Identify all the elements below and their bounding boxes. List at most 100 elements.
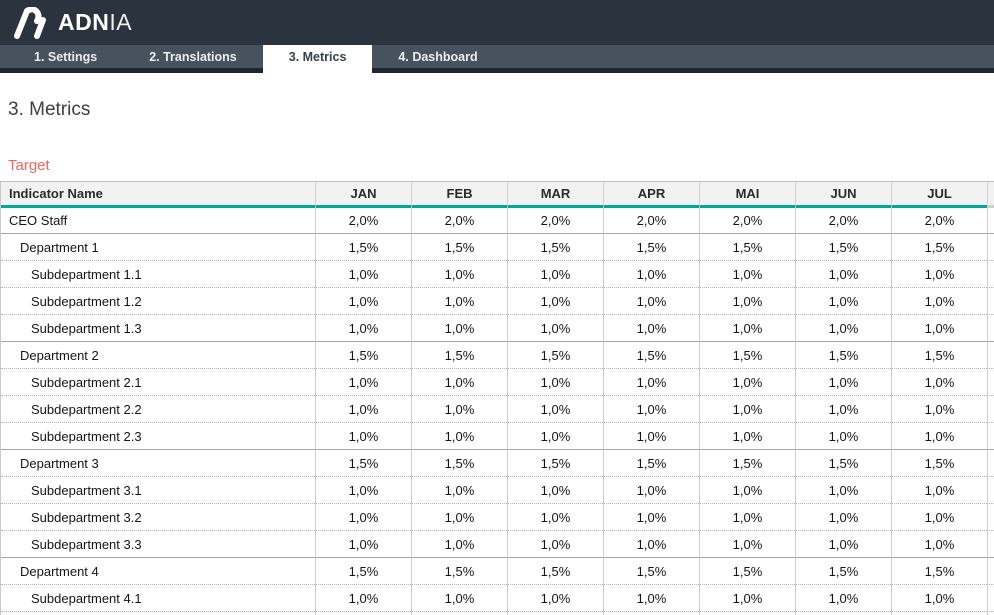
value-cell-jun[interactable]: 1,5%: [795, 450, 891, 477]
value-cell-feb[interactable]: 1,5%: [411, 558, 507, 585]
value-cell-mai[interactable]: 1,5%: [699, 234, 795, 261]
value-cell-jul[interactable]: 1,0%: [891, 423, 987, 450]
value-cell-jan[interactable]: 1,0%: [315, 477, 411, 504]
value-cell-mar[interactable]: 1,0%: [507, 423, 603, 450]
value-cell-jun[interactable]: 1,5%: [795, 234, 891, 261]
value-cell-mai[interactable]: 1,0%: [699, 369, 795, 396]
value-cell-apr[interactable]: 1,5%: [603, 342, 699, 369]
value-cell-mai[interactable]: 1,0%: [699, 504, 795, 531]
value-cell-apr[interactable]: 1,0%: [603, 369, 699, 396]
value-cell-mai[interactable]: 1,0%: [699, 315, 795, 342]
value-cell-mar[interactable]: 1,5%: [507, 450, 603, 477]
value-cell-feb[interactable]: 1,0%: [411, 585, 507, 612]
indicator-name-cell[interactable]: Subdepartment 2.2: [1, 396, 315, 423]
value-cell-apr[interactable]: 1,5%: [603, 450, 699, 477]
value-cell-mai[interactable]: 1,0%: [699, 477, 795, 504]
value-cell-jul[interactable]: 1,0%: [891, 504, 987, 531]
value-cell-mar[interactable]: 1,5%: [507, 234, 603, 261]
value-cell-jan[interactable]: 1,0%: [315, 531, 411, 558]
value-cell-feb[interactable]: 1,0%: [411, 504, 507, 531]
value-cell-jun[interactable]: 1,5%: [795, 558, 891, 585]
value-cell-jul[interactable]: 2,0%: [891, 207, 987, 234]
value-cell-jun[interactable]: 1,0%: [795, 477, 891, 504]
value-cell-mar[interactable]: 1,0%: [507, 369, 603, 396]
value-cell-jun[interactable]: 1,0%: [795, 288, 891, 315]
value-cell-feb[interactable]: 1,0%: [411, 261, 507, 288]
value-cell-jul[interactable]: 1,5%: [891, 450, 987, 477]
value-cell-apr[interactable]: 1,0%: [603, 531, 699, 558]
value-cell-mai[interactable]: 2,0%: [699, 207, 795, 234]
value-cell-jan[interactable]: 1,5%: [315, 450, 411, 477]
value-cell-mar[interactable]: 1,0%: [507, 477, 603, 504]
value-cell-mar[interactable]: 1,0%: [507, 288, 603, 315]
value-cell-apr[interactable]: 1,5%: [603, 234, 699, 261]
value-cell-mar[interactable]: 1,0%: [507, 531, 603, 558]
value-cell-jul[interactable]: 1,5%: [891, 234, 987, 261]
value-cell-jun[interactable]: 1,0%: [795, 585, 891, 612]
value-cell-mai[interactable]: 1,5%: [699, 450, 795, 477]
tab-2-translations[interactable]: 2. Translations: [149, 50, 237, 64]
indicator-name-cell[interactable]: Subdepartment 3.2: [1, 504, 315, 531]
indicator-name-cell[interactable]: Department 1: [1, 234, 315, 261]
value-cell-apr[interactable]: 1,0%: [603, 504, 699, 531]
tab-3-metrics[interactable]: 3. Metrics: [262, 45, 373, 73]
tab-4-dashboard[interactable]: 4. Dashboard: [398, 50, 478, 64]
value-cell-mai[interactable]: 1,0%: [699, 531, 795, 558]
value-cell-feb[interactable]: 1,5%: [411, 342, 507, 369]
value-cell-feb[interactable]: 1,0%: [411, 288, 507, 315]
value-cell-apr[interactable]: 1,0%: [603, 261, 699, 288]
value-cell-mar[interactable]: 1,5%: [507, 558, 603, 585]
value-cell-jul[interactable]: 1,0%: [891, 369, 987, 396]
value-cell-mar[interactable]: 1,0%: [507, 261, 603, 288]
value-cell-jan[interactable]: 1,0%: [315, 288, 411, 315]
value-cell-jun[interactable]: 1,0%: [795, 315, 891, 342]
value-cell-mar[interactable]: 1,0%: [507, 396, 603, 423]
value-cell-mai[interactable]: 1,0%: [699, 288, 795, 315]
value-cell-jun[interactable]: 2,0%: [795, 207, 891, 234]
value-cell-jan[interactable]: 1,0%: [315, 585, 411, 612]
value-cell-feb[interactable]: 1,5%: [411, 234, 507, 261]
value-cell-feb[interactable]: 1,0%: [411, 477, 507, 504]
value-cell-mar[interactable]: 2,0%: [507, 207, 603, 234]
value-cell-jul[interactable]: 1,0%: [891, 288, 987, 315]
value-cell-jul[interactable]: 1,5%: [891, 558, 987, 585]
value-cell-jun[interactable]: 1,5%: [795, 342, 891, 369]
value-cell-mai[interactable]: 1,0%: [699, 261, 795, 288]
value-cell-feb[interactable]: 1,5%: [411, 450, 507, 477]
value-cell-jun[interactable]: 1,0%: [795, 261, 891, 288]
value-cell-apr[interactable]: 1,0%: [603, 423, 699, 450]
value-cell-jul[interactable]: 1,0%: [891, 585, 987, 612]
indicator-name-cell[interactable]: Subdepartment 1.2: [1, 288, 315, 315]
indicator-name-cell[interactable]: Subdepartment 4.1: [1, 585, 315, 612]
value-cell-jun[interactable]: 1,0%: [795, 369, 891, 396]
value-cell-jul[interactable]: 1,0%: [891, 261, 987, 288]
value-cell-feb[interactable]: 1,0%: [411, 423, 507, 450]
indicator-name-cell[interactable]: Subdepartment 3.1: [1, 477, 315, 504]
value-cell-jan[interactable]: 1,0%: [315, 504, 411, 531]
value-cell-jul[interactable]: 1,5%: [891, 342, 987, 369]
value-cell-mar[interactable]: 1,5%: [507, 342, 603, 369]
value-cell-jan[interactable]: 1,0%: [315, 369, 411, 396]
value-cell-jan[interactable]: 2,0%: [315, 207, 411, 234]
value-cell-jun[interactable]: 1,0%: [795, 531, 891, 558]
indicator-name-cell[interactable]: Subdepartment 3.3: [1, 531, 315, 558]
value-cell-apr[interactable]: 1,0%: [603, 396, 699, 423]
value-cell-jan[interactable]: 1,0%: [315, 315, 411, 342]
indicator-name-cell[interactable]: Department 3: [1, 450, 315, 477]
value-cell-jul[interactable]: 1,0%: [891, 315, 987, 342]
value-cell-apr[interactable]: 1,0%: [603, 477, 699, 504]
value-cell-jul[interactable]: 1,0%: [891, 477, 987, 504]
value-cell-apr[interactable]: 1,0%: [603, 585, 699, 612]
value-cell-jan[interactable]: 1,5%: [315, 558, 411, 585]
value-cell-feb[interactable]: 1,0%: [411, 531, 507, 558]
value-cell-mar[interactable]: 1,0%: [507, 315, 603, 342]
value-cell-mar[interactable]: 1,0%: [507, 585, 603, 612]
indicator-name-cell[interactable]: Subdepartment 2.3: [1, 423, 315, 450]
value-cell-feb[interactable]: 2,0%: [411, 207, 507, 234]
value-cell-jun[interactable]: 1,0%: [795, 423, 891, 450]
value-cell-apr[interactable]: 1,0%: [603, 288, 699, 315]
value-cell-feb[interactable]: 1,0%: [411, 315, 507, 342]
value-cell-feb[interactable]: 1,0%: [411, 369, 507, 396]
value-cell-jul[interactable]: 1,0%: [891, 531, 987, 558]
value-cell-mai[interactable]: 1,0%: [699, 423, 795, 450]
